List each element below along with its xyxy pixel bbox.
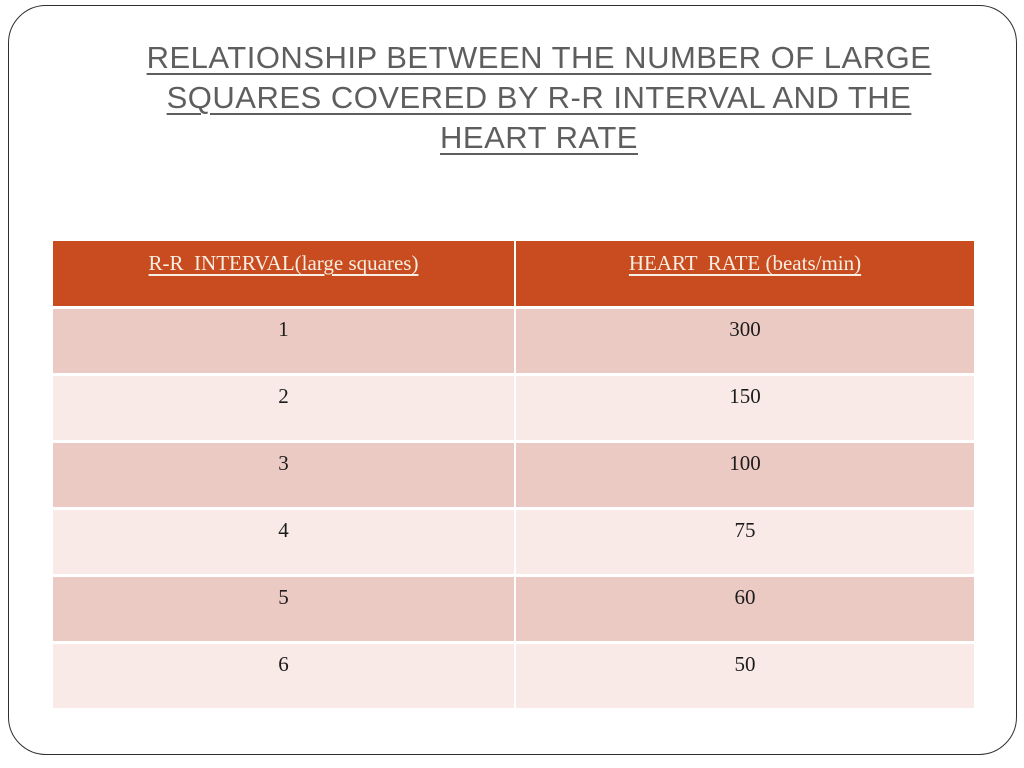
cell-heart-rate-row-5: 60 bbox=[516, 577, 974, 641]
cell-heart-rate-row-1: 300 bbox=[516, 309, 974, 373]
cell-rr-interval-row-3: 3 bbox=[53, 443, 514, 507]
column-header-rr-interval: R-R INTERVAL(large squares) bbox=[53, 241, 514, 306]
cell-rr-interval-row-2: 2 bbox=[53, 376, 514, 440]
slide-title-line-3: HEART RATE bbox=[440, 120, 638, 155]
cell-rr-interval-row-4: 4 bbox=[53, 510, 514, 574]
cell-rr-interval-row-6: 6 bbox=[53, 644, 514, 708]
cell-heart-rate-row-6: 50 bbox=[516, 644, 974, 708]
cell-rr-interval-row-5: 5 bbox=[53, 577, 514, 641]
cell-heart-rate-row-4: 75 bbox=[516, 510, 974, 574]
column-header-heart-rate: HEART RATE (beats/min) bbox=[516, 241, 974, 306]
rr-interval-heart-rate-table: R-R INTERVAL(large squares) HEART RATE (… bbox=[53, 241, 974, 708]
slide-title-line-2: SQUARES COVERED BY R-R INTERVAL AND THE bbox=[166, 80, 912, 115]
cell-heart-rate-row-3: 100 bbox=[516, 443, 974, 507]
cell-rr-interval-row-1: 1 bbox=[53, 309, 514, 373]
slide-title-line-1: RELATIONSHIP BETWEEN THE NUMBER OF LARGE bbox=[146, 40, 932, 75]
slide-title: RELATIONSHIP BETWEEN THE NUMBER OF LARGE… bbox=[84, 38, 994, 158]
presentation-slide: RELATIONSHIP BETWEEN THE NUMBER OF LARGE… bbox=[8, 5, 1017, 755]
cell-heart-rate-row-2: 150 bbox=[516, 376, 974, 440]
